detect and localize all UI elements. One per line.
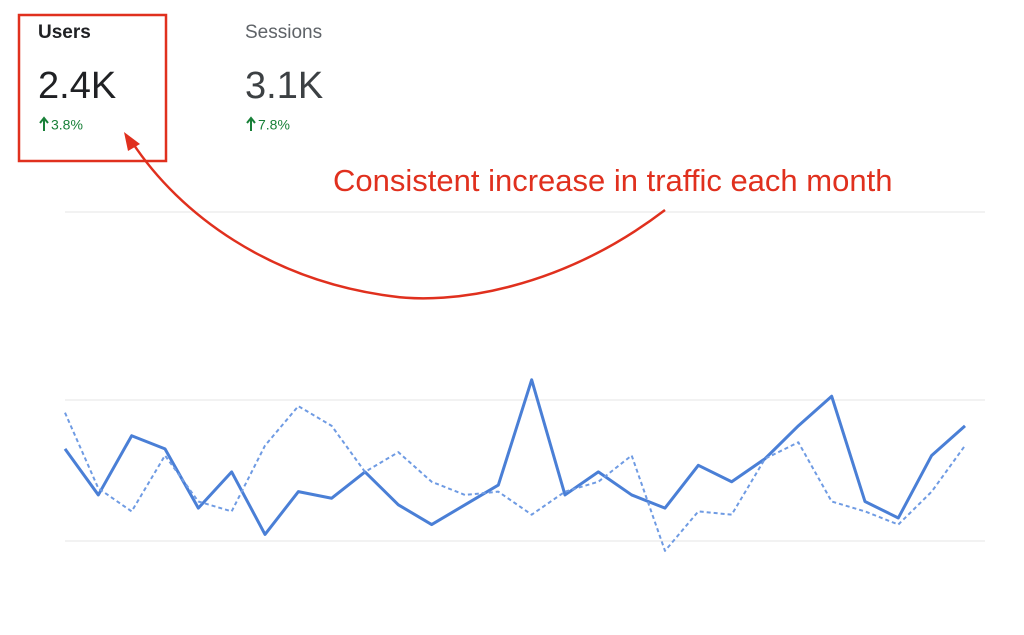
up-arrow — [246, 116, 256, 131]
highlight-box — [17, 13, 168, 163]
up-arrow — [39, 116, 49, 131]
metric-label[interactable]: Sessions — [245, 22, 322, 43]
metric-label[interactable]: Users — [38, 22, 91, 43]
series-line — [63, 378, 966, 536]
metric-change: 3.8% — [51, 117, 83, 133]
metric-change: 7.8% — [258, 117, 290, 133]
annotation-arrow — [130, 141, 666, 300]
plot — [63, 378, 966, 552]
metric-value: 2.4K — [38, 65, 116, 107]
annotation: Consistent increase in traffic each mont… — [333, 163, 892, 198]
series-line — [64, 405, 966, 552]
arrow-head — [124, 132, 140, 151]
metric-value: 3.1K — [245, 65, 323, 107]
